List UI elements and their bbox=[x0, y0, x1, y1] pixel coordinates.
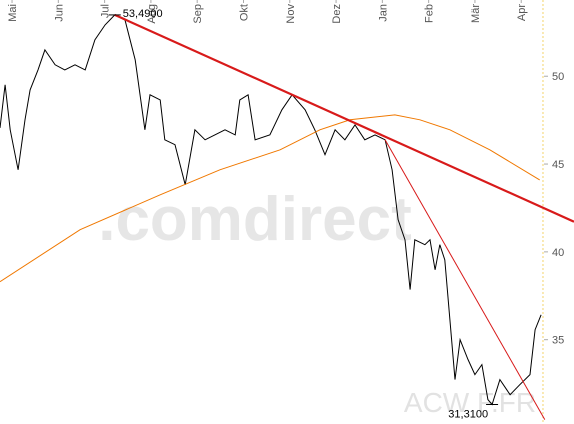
x-tick-label: Feb bbox=[424, 4, 436, 23]
x-tick-label: Jul bbox=[100, 4, 112, 18]
x-tick-label: Aug bbox=[146, 4, 158, 24]
y-tick-label: 40 bbox=[552, 247, 564, 259]
x-tick-label: Nov bbox=[285, 4, 297, 24]
x-tick-label: Jan bbox=[377, 4, 389, 22]
x-tick-label: Apr bbox=[516, 4, 528, 21]
annotation: 31,3100 bbox=[448, 409, 488, 421]
x-tick-label: Mai bbox=[7, 4, 19, 22]
y-tick-label: 50 bbox=[552, 71, 564, 83]
y-tick-label: 35 bbox=[552, 335, 564, 347]
x-tick-label: Dez bbox=[331, 4, 343, 24]
x-tick-label: Sep bbox=[192, 4, 204, 24]
series-line bbox=[114, 13, 574, 223]
series-line bbox=[384, 139, 546, 420]
watermark: ACW F.FR bbox=[404, 387, 536, 418]
x-tick-label: Mär bbox=[470, 4, 482, 23]
x-tick-label: Okt bbox=[238, 4, 250, 21]
series-line bbox=[0, 114, 540, 283]
y-tick-label: 45 bbox=[552, 159, 564, 171]
annotation: 53,4900 bbox=[123, 8, 163, 20]
watermark: .comdirect bbox=[98, 185, 412, 254]
x-tick-label: Jun bbox=[53, 4, 65, 22]
